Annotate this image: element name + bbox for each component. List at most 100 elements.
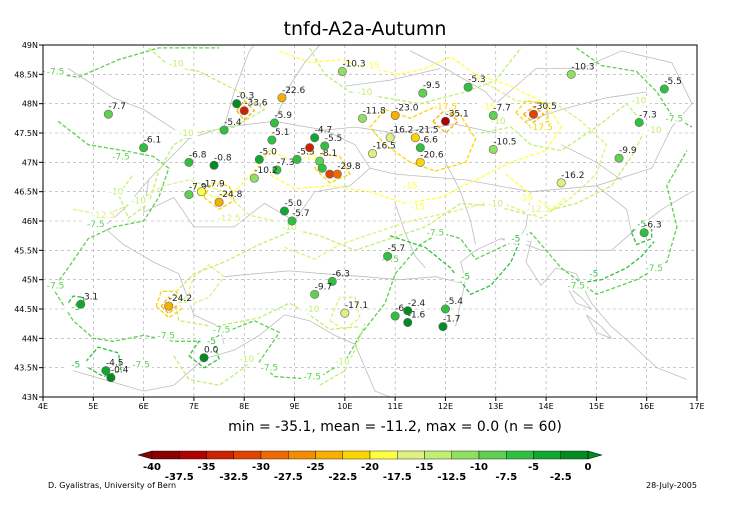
station-label: -17.9 <box>201 180 225 190</box>
station-marker <box>76 299 86 309</box>
station-label: -5.0 <box>259 147 277 157</box>
contour-label: -5 <box>637 220 646 230</box>
contour-line <box>309 47 522 105</box>
colorbar-label-minor: -22.5 <box>328 472 357 483</box>
colorbar-segment <box>533 450 561 460</box>
y-tick-label: 43N <box>22 393 38 402</box>
colorbar-segment <box>288 450 316 460</box>
station-label: -0.3 <box>237 92 255 102</box>
footer-author: D. Gyalistras, University of Bern <box>48 481 176 490</box>
station-marker <box>103 109 113 119</box>
station-label: -6.3 <box>332 269 350 279</box>
contour-label: -10 <box>491 117 506 127</box>
x-tick-label: 14E <box>538 402 553 411</box>
y-tick-label: 48N <box>22 100 38 109</box>
contour-label: -15 <box>365 61 380 71</box>
colorbar-label-major: -5 <box>528 462 539 473</box>
y-tick-label: 48.5N <box>14 70 38 79</box>
station-label: -6.3 <box>644 221 662 231</box>
contour-label: -15 <box>302 152 317 162</box>
station-marker <box>196 187 206 197</box>
contour-line <box>631 220 653 246</box>
contour-label-bg <box>424 228 447 238</box>
contour-label-bg <box>331 357 354 367</box>
contour-label: -10 <box>647 126 662 136</box>
colorbar-segment <box>451 450 480 460</box>
contour-label: -10 <box>131 196 146 206</box>
station-label: -5.5 <box>664 77 682 87</box>
contour-label: -12.5 <box>217 214 240 224</box>
station-marker <box>325 169 335 179</box>
contour-label: -5 <box>71 361 80 371</box>
station-label: -5.4 <box>445 297 463 307</box>
contour-label: -15 <box>519 193 534 203</box>
station-label: -29.8 <box>337 162 361 172</box>
colorbar-segment <box>560 450 589 460</box>
station-marker <box>214 197 224 207</box>
station-marker <box>320 141 330 151</box>
station-marker <box>184 190 194 200</box>
station-label: -9.9 <box>619 146 637 156</box>
station-label: -7.3 <box>639 110 657 120</box>
colorbar-segment <box>369 450 398 460</box>
station-label: -1.6 <box>408 310 426 320</box>
station-label: -22.6 <box>282 86 306 96</box>
station-markers: -3.1 -4.5-0.4 -24.2 0.0 -7.7 -6.1 -6.8 -0.8 -7.9… <box>76 59 682 383</box>
station-marker <box>390 110 400 120</box>
border-line <box>102 179 225 345</box>
x-tick-label: 8E <box>239 402 249 411</box>
colorbar-label-minor: -27.5 <box>274 472 303 483</box>
contour-lines <box>42 47 693 386</box>
map-title: tnfd-A2a-Autumn <box>284 18 447 40</box>
colorbar-label-minor: -37.5 <box>165 472 194 483</box>
station-marker <box>239 106 249 116</box>
station-marker <box>556 178 566 188</box>
station-marker <box>368 149 378 159</box>
station-label: -4.7 <box>315 126 333 136</box>
colorbar-label-major: -25 <box>306 462 324 473</box>
x-tick-label: 16E <box>639 402 654 411</box>
station-marker <box>267 135 277 145</box>
station-label: -4.5 <box>106 359 124 369</box>
contour-label: -7.5 <box>261 364 279 374</box>
contour-line <box>155 290 183 319</box>
x-tick-label: 6E <box>139 402 149 411</box>
contour-label: -7.5 <box>47 281 65 291</box>
station-label: -10.5 <box>493 137 516 147</box>
contour-label: -7.5 <box>303 372 321 382</box>
contour-label-bg <box>663 114 686 124</box>
border-line <box>525 91 647 122</box>
contour-label-bg <box>630 219 653 229</box>
y-tick-label: 49N <box>22 41 38 50</box>
contour-label-bg <box>64 360 87 370</box>
station-marker <box>337 66 347 76</box>
contour-label: -15 <box>403 182 418 192</box>
station-label: -8.1 <box>320 149 338 159</box>
contour-label: -15 <box>410 202 425 212</box>
station-label: -16.5 <box>373 142 396 152</box>
station-marker <box>305 143 315 153</box>
x-tick-label: 4E <box>38 402 48 411</box>
station-marker <box>279 206 289 216</box>
contour-label: -10 <box>239 355 254 365</box>
contour-label-bg <box>504 234 527 244</box>
station-marker <box>390 311 400 321</box>
station-label: -5.7 <box>388 244 406 254</box>
contour-label-bg <box>155 331 178 341</box>
station-label: -5.9 <box>274 111 292 121</box>
contour-label: -7.5 <box>645 264 663 274</box>
station-marker <box>164 301 174 311</box>
colorbar-arrow-right <box>587 450 603 460</box>
station-marker <box>634 117 644 127</box>
colorbar-label-minor: -32.5 <box>219 472 248 483</box>
contour-line <box>117 47 266 220</box>
border-line <box>67 68 190 140</box>
border-line <box>525 185 633 251</box>
border-line <box>224 270 461 283</box>
contour-label: -10 <box>282 223 297 233</box>
contour-label-bg <box>104 187 127 197</box>
contour-label-bg <box>434 102 457 112</box>
x-tick-label: 9E <box>289 402 299 411</box>
y-tick-label: 46N <box>22 217 38 226</box>
